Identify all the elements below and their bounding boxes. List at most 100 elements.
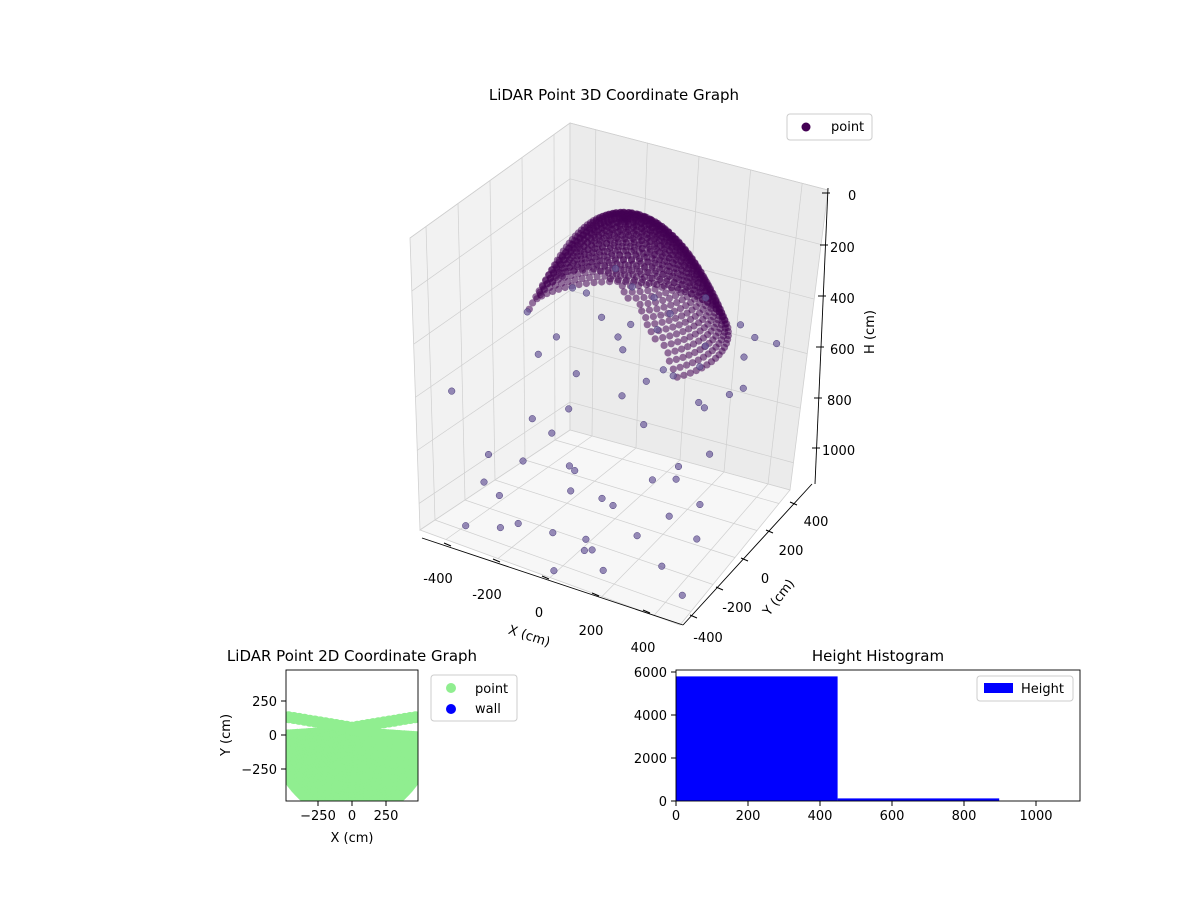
dome-point: [578, 275, 586, 283]
dome-point: [653, 281, 661, 289]
scatter-point: [773, 340, 781, 348]
dome-point: [574, 270, 582, 278]
dome-point: [628, 267, 636, 275]
dome-point: [621, 278, 630, 286]
dome-point: [672, 314, 680, 322]
grid-line: [524, 459, 758, 531]
legend-2d-label-wall: wall: [475, 702, 501, 717]
dome-point: [685, 325, 693, 333]
y-tick-2d: 0: [269, 729, 277, 744]
point-2d: [358, 804, 368, 814]
scatter-point: [598, 313, 606, 321]
point-2d: [286, 733, 287, 740]
x-tick-2d: 0: [348, 809, 356, 824]
chart-3d-title: LiDAR Point 3D Coordinate Graph: [489, 86, 739, 104]
z-tick-3d: 0: [848, 189, 856, 204]
point-2d: [359, 806, 369, 816]
dome-point: [575, 281, 583, 289]
point-2d: [275, 748, 285, 758]
y-tick-histogram: 2000: [634, 752, 667, 767]
point-2d: [419, 737, 429, 747]
dome-point: [667, 301, 675, 309]
dome-point: [686, 333, 694, 341]
scatter-point: [666, 310, 674, 318]
scatter-point: [653, 326, 661, 334]
legend-2d-label-point: point: [475, 682, 508, 697]
point-2d: [356, 807, 366, 817]
scatter-point: [599, 566, 607, 574]
grid-line: [457, 203, 466, 501]
point-2d: [417, 746, 418, 751]
dome-point: [609, 272, 617, 280]
grid-line: [425, 226, 436, 521]
chart-3d: LiDAR Point 3D Coordinate Graph -400 -20…: [409, 86, 878, 656]
point-2d: [424, 734, 434, 744]
scatter-point: [614, 333, 622, 341]
dome-point: [644, 287, 652, 295]
legend-3d-marker: [801, 122, 811, 132]
dome-point: [679, 353, 687, 361]
grid-line: [418, 401, 571, 504]
point-2d: [417, 733, 418, 740]
point-2d: [286, 755, 287, 761]
point-2d: [421, 737, 431, 747]
scatter-point: [725, 390, 733, 399]
dome-point: [683, 361, 691, 369]
dome-point: [665, 294, 674, 302]
dome-point: [679, 328, 687, 336]
dome-point: [678, 345, 686, 353]
point-2d: [337, 802, 347, 812]
point-2d: [276, 742, 286, 752]
y-tick-3d: -200: [722, 601, 752, 616]
grid-line: [569, 178, 822, 245]
point-2d: [286, 747, 287, 753]
dome-point: [686, 369, 694, 377]
point-2d: [423, 742, 433, 752]
y-ticks-3d: -400 -200 0 200 400: [689, 501, 828, 646]
dome-point: [667, 284, 676, 292]
dome-point: [662, 289, 670, 297]
grid-line: [489, 180, 496, 481]
histogram-title: Height Histogram: [812, 647, 944, 665]
point-2d: [336, 807, 346, 817]
x-tick-histogram: 0: [672, 809, 680, 824]
scatter-point: [696, 500, 704, 509]
point-2d: [273, 748, 283, 758]
x-axis-label-2d: X (cm): [331, 831, 374, 846]
point-2d: [357, 809, 367, 819]
grid-line: [554, 439, 780, 504]
dome-point: [665, 357, 674, 365]
x-axis-label-3d: X (cm): [506, 623, 552, 651]
x-ticks-3d: -400 -200 0 200 400: [423, 542, 655, 656]
legend-3d-label: point: [831, 120, 864, 135]
y-tick-2d: −250: [241, 763, 277, 778]
y-tick-2d: 250: [252, 695, 277, 710]
point-2d: [363, 808, 373, 818]
point-2d: [360, 801, 370, 811]
point-2d: [420, 752, 430, 762]
z-axis-line: [814, 187, 829, 485]
point-2d: [418, 750, 428, 760]
scatter-point: [609, 501, 617, 510]
point-2d: [275, 750, 285, 760]
dome-point: [662, 325, 670, 333]
dome-point: [665, 316, 673, 325]
scatter-point: [628, 283, 636, 291]
y-tick-histogram: 4000: [634, 709, 667, 724]
legend-2d-marker-point: [446, 683, 456, 693]
scatter-point: [619, 346, 627, 354]
chart-2d: LiDAR Point 2D Coordinate Graph 250 0 −2…: [219, 647, 518, 846]
grid-line: [494, 479, 736, 558]
scatter-point: [612, 264, 620, 273]
point-2d: [356, 809, 366, 819]
point-2d: [416, 735, 418, 742]
scatter-point: [736, 321, 745, 329]
dome-point: [680, 335, 688, 344]
point-2d: [360, 806, 370, 816]
dome-point: [598, 278, 606, 286]
dome-point: [687, 290, 695, 298]
scatter-point: [580, 546, 588, 555]
dome-point: [673, 299, 681, 307]
scatter-point: [640, 421, 648, 429]
dome-point: [588, 258, 596, 266]
